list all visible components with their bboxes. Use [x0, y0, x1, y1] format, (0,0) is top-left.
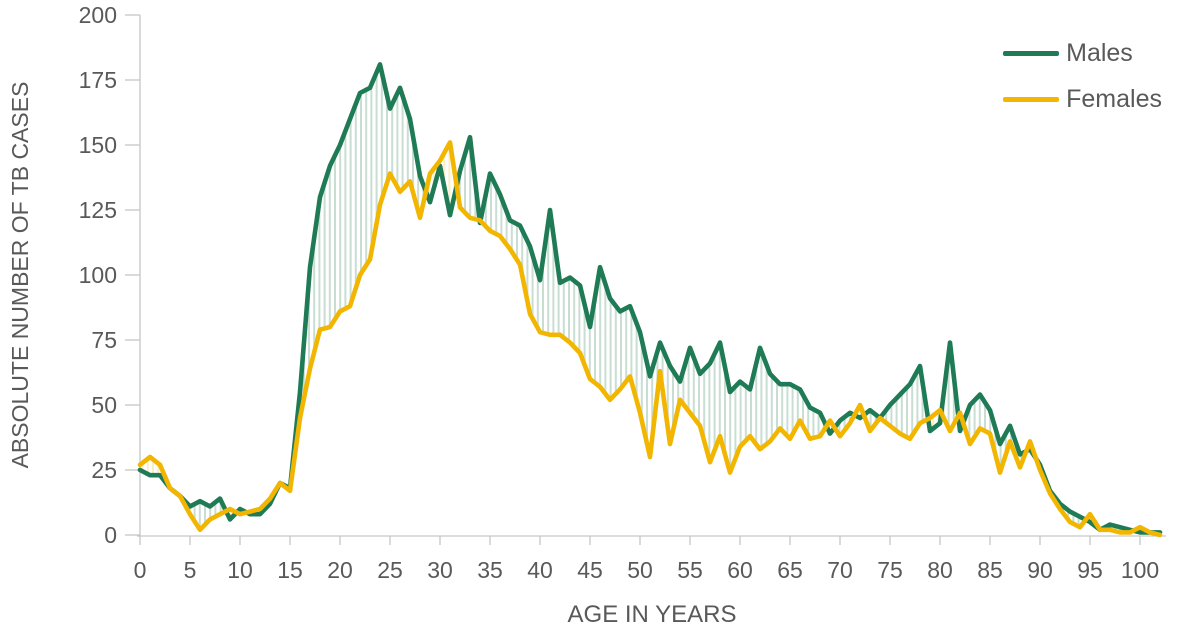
- x-tick-label: 50: [627, 557, 653, 583]
- x-tick-label: 15: [277, 557, 303, 583]
- x-tick-label: 55: [677, 557, 703, 583]
- x-tick-label: 10: [227, 557, 253, 583]
- y-tick-label: 200: [79, 2, 117, 28]
- series-lines: [137, 62, 1163, 538]
- legend-item-males: Males: [1003, 30, 1162, 76]
- y-tick-label: 50: [91, 392, 117, 418]
- y-tick-label: 0: [104, 522, 117, 548]
- y-tick-label: 125: [79, 197, 117, 223]
- y-tick-label: 100: [79, 262, 117, 288]
- x-tick-label: 100: [1121, 557, 1159, 583]
- x-tick-label: 80: [927, 557, 953, 583]
- x-tick-label: 70: [827, 557, 853, 583]
- males-line: [137, 62, 1163, 535]
- x-tick-label: 30: [427, 557, 453, 583]
- x-tick-label: 65: [777, 557, 803, 583]
- y-tick-label: 75: [91, 327, 117, 353]
- x-tick-label: 85: [977, 557, 1003, 583]
- x-tick-label: 60: [727, 557, 753, 583]
- females-line-swatch: [1003, 96, 1060, 102]
- x-tick-label: 25: [377, 557, 403, 583]
- x-tick-label: 5: [184, 557, 197, 583]
- legend-item-females: Females: [1003, 76, 1162, 122]
- legend: Males Females: [1003, 30, 1162, 122]
- x-tick-label: 35: [477, 557, 503, 583]
- x-tick-label: 20: [327, 557, 353, 583]
- x-tick-label: 45: [577, 557, 603, 583]
- x-tick-label: 75: [877, 557, 903, 583]
- x-tick-label: 95: [1077, 557, 1103, 583]
- y-tick-label: 150: [79, 132, 117, 158]
- y-axis-title: ABSOLUTE NUMBER OF TB CASES: [7, 82, 33, 469]
- x-tick-label: 0: [134, 557, 147, 583]
- axes: 0 25 50 75 100 125 150 175 200 0 5 10 15 20 25 30 35 40 45…: [79, 2, 1166, 583]
- females-line: [137, 140, 1163, 538]
- y-tick-label: 175: [79, 67, 117, 93]
- males-line-swatch: [1003, 50, 1060, 56]
- females-legend-label: Females: [1066, 84, 1162, 113]
- x-tick-label: 90: [1027, 557, 1053, 583]
- x-tick-label: 40: [527, 557, 553, 583]
- x-axis-title: AGE IN YEARS: [568, 601, 737, 628]
- y-tick-label: 25: [91, 457, 117, 483]
- males-legend-label: Males: [1066, 38, 1133, 67]
